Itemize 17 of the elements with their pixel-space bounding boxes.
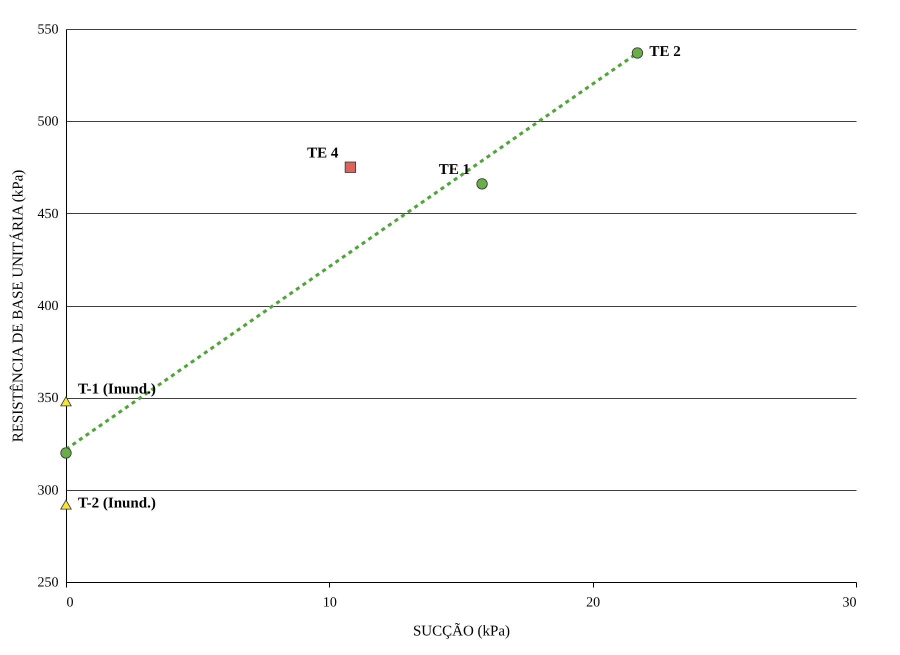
y-axis-title: RESISTÊNCIA DE BASE UNITÁRIA (kPa)	[10, 170, 26, 442]
annotation: TE 1	[438, 162, 470, 178]
y-tick-label: 500	[38, 114, 58, 130]
x-tick-label: 30	[842, 596, 856, 610]
annotation: TE 2	[649, 44, 681, 60]
y-tick-label: 350	[38, 391, 58, 406]
y-tick-label: 250	[38, 576, 58, 590]
x-tick-label: 10	[322, 596, 337, 610]
y-tick-label: 400	[38, 299, 58, 314]
y-tick-label: 450	[38, 206, 58, 222]
annotation: TE 4	[307, 145, 339, 162]
x-tick-label: 20	[586, 596, 600, 610]
x-axis-title: SUCÇÃO (kPa)	[412, 622, 510, 640]
annotation: T-2 (Inund.)	[78, 496, 156, 512]
x-tick-label: 0	[66, 596, 74, 610]
y-tick-label: 300	[38, 483, 58, 498]
y-tick-label: 550	[38, 22, 58, 38]
